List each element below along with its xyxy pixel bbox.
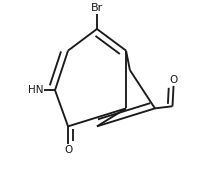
Text: O: O — [64, 145, 72, 155]
Text: O: O — [169, 75, 178, 85]
Text: Br: Br — [91, 3, 103, 13]
Text: HN: HN — [28, 85, 43, 95]
